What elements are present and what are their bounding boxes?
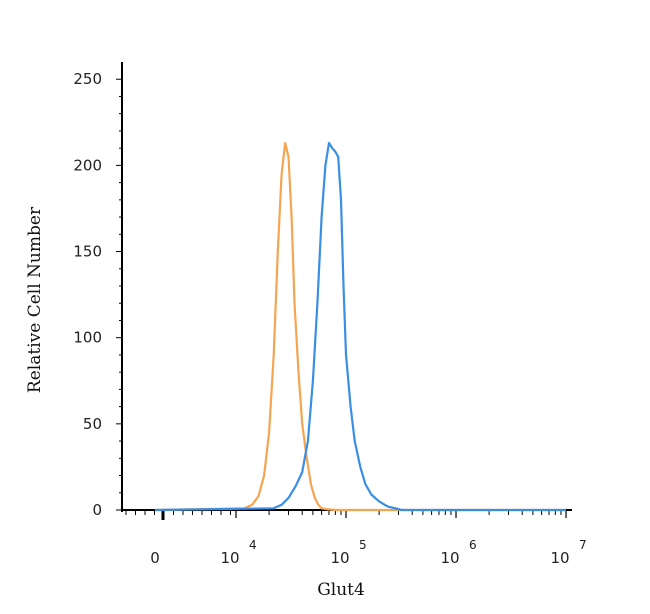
x-axis: 0 10 4 10 5 10 6 10 7: [122, 509, 587, 567]
y-tick-label: 150: [73, 243, 102, 261]
x-tick-exponent: 4: [249, 538, 257, 552]
series-lines: [154, 141, 566, 512]
y-tick-label: 100: [73, 329, 102, 347]
x-tick-exponent: 5: [359, 538, 367, 552]
x-tick-label: 10: [220, 549, 239, 567]
series-line-1: [154, 141, 566, 512]
y-tick-label: 0: [92, 501, 102, 519]
x-axis-title: Glut4: [317, 580, 365, 600]
x-tick-label: 10: [550, 549, 569, 567]
y-axis: 0 50 100 150 200 250: [73, 62, 123, 519]
y-tick-label: 50: [83, 415, 102, 433]
x-tick-exponent: 7: [579, 538, 587, 552]
y-tick-label: 250: [73, 70, 102, 88]
y-tick-label: 200: [73, 156, 102, 174]
x-tick-exponent: 6: [469, 538, 477, 552]
x-tick-label: 10: [330, 549, 349, 567]
series-line-2: [154, 141, 566, 512]
x-tick-label: 10: [440, 549, 459, 567]
y-axis-title: Relative Cell Number: [25, 206, 45, 393]
x-tick-label: 0: [150, 549, 160, 567]
